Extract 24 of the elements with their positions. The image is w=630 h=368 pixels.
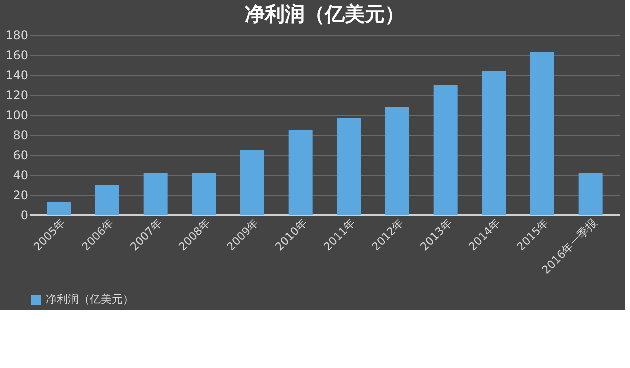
bar xyxy=(192,173,216,215)
bar xyxy=(482,71,506,215)
bar xyxy=(578,173,603,215)
bar xyxy=(144,173,168,215)
bar xyxy=(530,52,554,215)
y-tick-label: 180 xyxy=(6,28,28,42)
y-tick-label: 40 xyxy=(13,168,28,182)
y-tick-label: 160 xyxy=(6,48,28,62)
bar xyxy=(240,150,264,215)
bar xyxy=(337,118,362,215)
y-tick-label: 140 xyxy=(6,68,28,82)
y-tick-label: 120 xyxy=(6,88,28,102)
y-tick-label: 20 xyxy=(13,188,28,202)
chart-title: 净利润（亿美元） xyxy=(245,2,405,26)
y-tick-label: 80 xyxy=(13,128,28,142)
bar xyxy=(96,185,120,215)
bar xyxy=(386,107,410,215)
bar xyxy=(434,85,458,215)
y-tick-label: 100 xyxy=(6,108,28,122)
y-tick-label: 0 xyxy=(20,208,28,222)
y-tick-label: 60 xyxy=(13,148,28,162)
bar xyxy=(288,130,313,215)
bar xyxy=(47,202,72,215)
legend-label: 净利润（亿美元） xyxy=(46,293,134,306)
